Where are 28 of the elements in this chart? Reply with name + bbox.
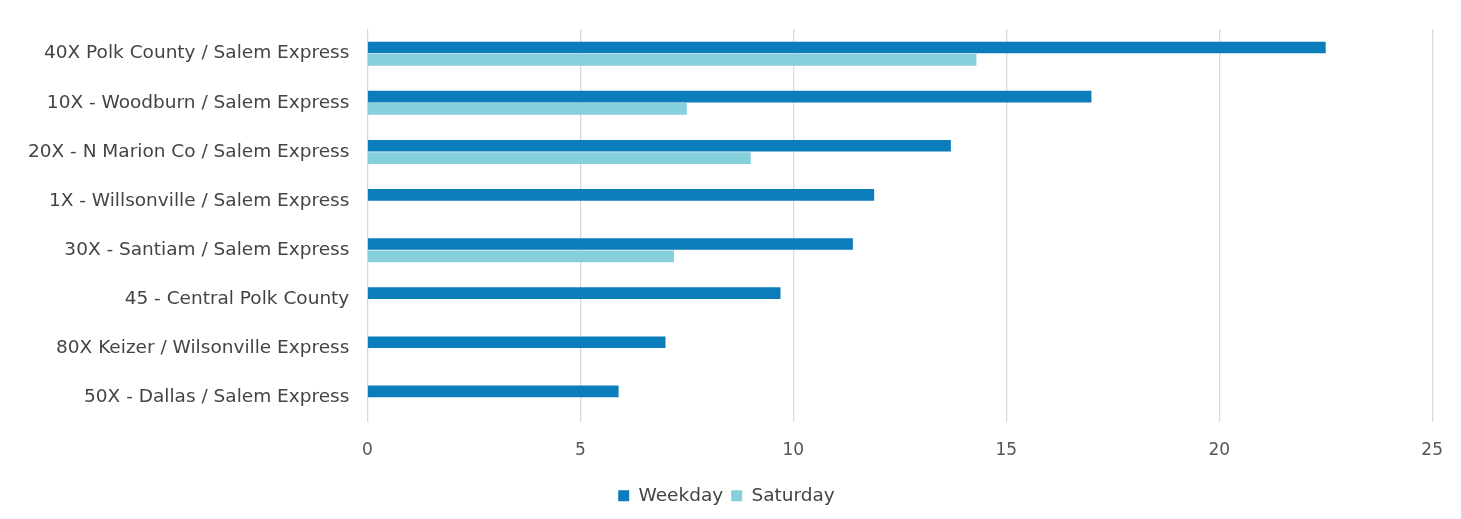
bar [367, 385, 619, 398]
y-tick-label: 30X - Santiam / Salem Express [64, 237, 350, 259]
bar [367, 139, 951, 152]
y-tick-label: 40X Polk County / Salem Express [44, 41, 350, 63]
x-tick-label: 5 [574, 438, 586, 459]
y-tick-label: 80X Keizer / Wilsonville Express [56, 336, 350, 358]
bar [367, 238, 853, 250]
x-tick-label: 10 [782, 438, 805, 459]
x-tick-label: 25 [1421, 438, 1443, 459]
bar [367, 41, 1326, 54]
y-tick-label: 50X - Dallas / Salem Express [84, 385, 350, 407]
x-tick-label: 20 [1208, 438, 1231, 459]
bar [367, 152, 751, 164]
bar [367, 250, 674, 263]
x-tick-label: 15 [995, 438, 1018, 459]
bar [367, 189, 875, 201]
bar [367, 336, 666, 349]
x-tick-label: 0 [361, 438, 373, 459]
legend-label: Weekday [638, 483, 724, 505]
y-tick-label: 20X - N Marion Co / Salem Express [28, 139, 350, 161]
y-tick-label: 10X - Woodburn / Salem Express [46, 90, 350, 112]
legend-label: Saturday [751, 483, 835, 505]
y-tick-label: 45 - Central Polk County [124, 287, 350, 309]
bar [367, 287, 781, 299]
y-tick-label: 1X - Willsonville / Salem Express [48, 188, 350, 210]
bar [367, 90, 1092, 103]
bar [367, 53, 977, 66]
bar [367, 103, 687, 115]
